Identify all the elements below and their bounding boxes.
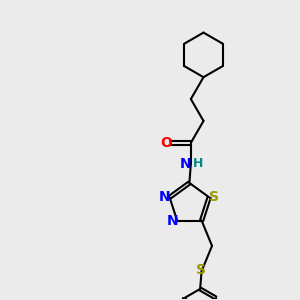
Text: N: N	[159, 190, 170, 204]
Text: O: O	[160, 136, 172, 150]
Text: H: H	[193, 157, 203, 170]
Text: S: S	[196, 262, 206, 277]
Text: S: S	[209, 190, 219, 204]
Text: N: N	[180, 157, 191, 171]
Text: N: N	[166, 214, 178, 228]
